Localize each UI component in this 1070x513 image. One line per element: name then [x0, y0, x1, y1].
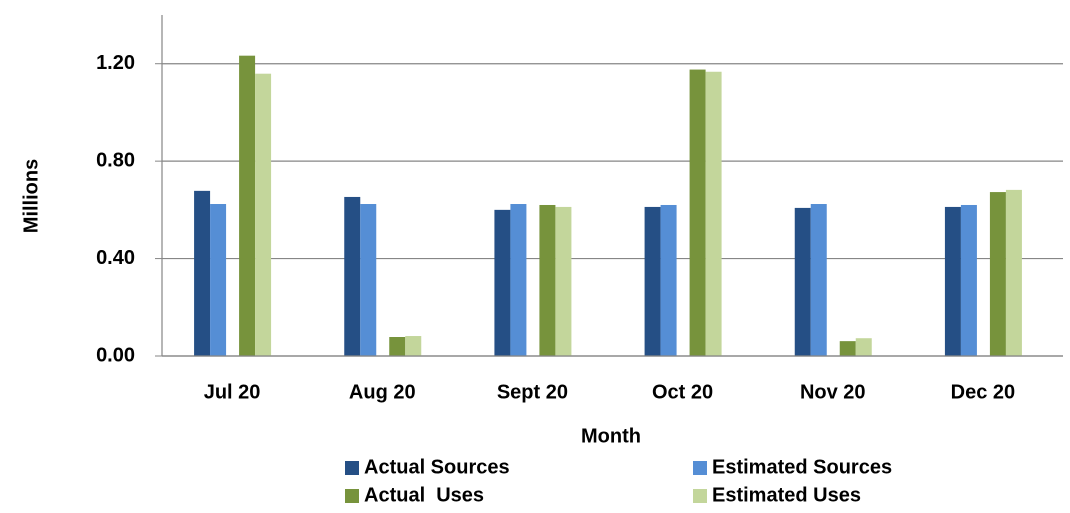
legend-label: Actual Sources — [364, 456, 510, 478]
bar — [255, 73, 272, 356]
bar — [989, 192, 1006, 356]
y-tick-label: 1.20 — [96, 52, 135, 74]
bar — [839, 341, 856, 356]
legend-swatch — [345, 489, 359, 503]
bar — [360, 204, 377, 356]
bar — [239, 55, 256, 357]
bar — [405, 336, 422, 356]
y-tick-label: 0.40 — [96, 247, 135, 269]
x-tick-label: Nov 20 — [800, 381, 866, 403]
bar — [389, 337, 406, 356]
bar — [810, 204, 827, 356]
bar — [344, 196, 361, 356]
bar — [644, 206, 661, 356]
x-tick-label: Aug 20 — [349, 381, 416, 403]
bar — [794, 207, 811, 356]
x-axis-title: Month — [581, 425, 641, 447]
bar — [210, 204, 227, 356]
bar — [855, 338, 872, 356]
bar — [705, 71, 722, 357]
bar — [539, 204, 556, 356]
x-tick-label: Jul 20 — [204, 381, 261, 403]
bar — [510, 204, 527, 356]
legend-label: Actual Uses — [364, 484, 484, 506]
bar — [944, 206, 961, 356]
legend-swatch — [345, 461, 359, 475]
bar — [660, 204, 677, 356]
legend-label: Estimated Sources — [712, 456, 892, 478]
legend-swatch — [693, 489, 707, 503]
bar — [494, 209, 511, 356]
x-tick-label: Dec 20 — [951, 381, 1016, 403]
y-tick-label: 0.00 — [96, 344, 135, 366]
y-tick-label: 0.80 — [96, 149, 135, 171]
x-tick-label: Sept 20 — [497, 381, 568, 403]
bar — [689, 69, 706, 356]
y-axis-title: Millions — [20, 159, 42, 233]
legend-label: Estimated Uses — [712, 484, 861, 506]
bar — [960, 204, 977, 356]
legend-swatch — [693, 461, 707, 475]
bar — [1005, 189, 1022, 356]
x-tick-label: Oct 20 — [652, 381, 713, 403]
bar — [555, 206, 572, 356]
bar — [194, 190, 211, 356]
